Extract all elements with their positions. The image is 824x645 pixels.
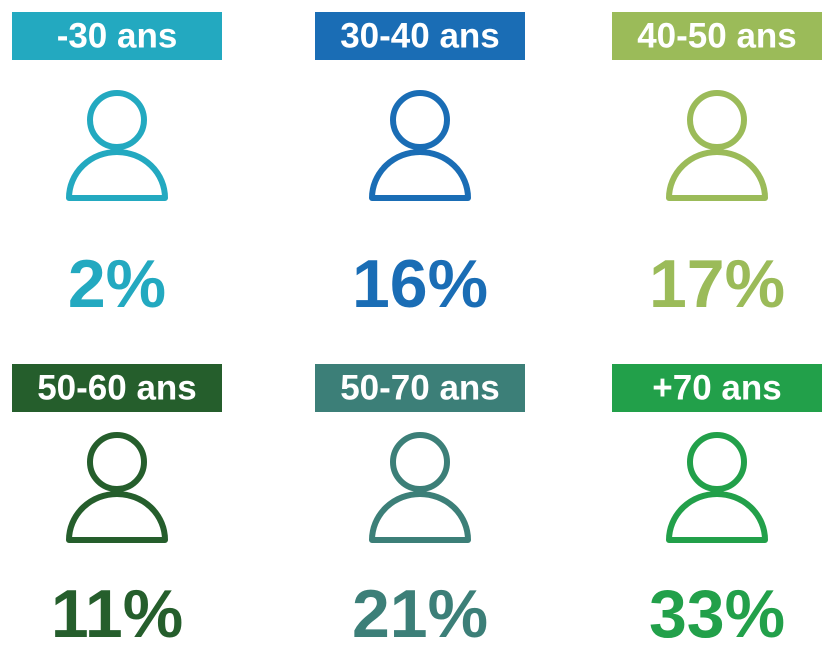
- age-label: 50-70 ans: [340, 369, 500, 408]
- percentage: 17%: [649, 246, 785, 322]
- age-label: 30-40 ans: [340, 17, 500, 56]
- icon-head: [390, 432, 450, 492]
- percentage: 2%: [68, 246, 166, 322]
- age-group: 40-50 ans 17%: [612, 12, 822, 322]
- percentage: 33%: [649, 576, 785, 645]
- label-box: [315, 12, 525, 60]
- person-icon: [66, 432, 168, 543]
- label-box: [612, 364, 822, 412]
- icon-head: [87, 432, 147, 492]
- percentage: 21%: [352, 576, 488, 645]
- person-icon: [369, 432, 471, 543]
- percentage: 11%: [51, 576, 183, 645]
- icon-head: [390, 90, 450, 150]
- icon-body: [66, 491, 168, 543]
- percentage: 16%: [352, 246, 488, 322]
- age-label: 50-60 ans: [37, 369, 197, 408]
- age-label: -30 ans: [57, 17, 178, 56]
- age-group: 30-40 ans 16%: [315, 12, 525, 322]
- icon-body: [666, 149, 768, 201]
- icon-head: [687, 432, 747, 492]
- age-label: 40-50 ans: [637, 17, 797, 56]
- label-box: [612, 12, 822, 60]
- age-group: 50-70 ans 21%: [315, 364, 525, 645]
- label-box: [315, 364, 525, 412]
- person-icon: [66, 90, 168, 201]
- person-icon: [666, 432, 768, 543]
- icon-head: [687, 90, 747, 150]
- age-group: -30 ans 2%: [12, 12, 222, 322]
- person-icon: [666, 90, 768, 201]
- icon-body: [369, 491, 471, 543]
- icon-body: [369, 149, 471, 201]
- icon-body: [666, 491, 768, 543]
- label-box: [12, 12, 222, 60]
- icon-body: [66, 149, 168, 201]
- person-icon: [369, 90, 471, 201]
- age-group: +70 ans 33%: [612, 364, 822, 645]
- age-group: 50-60 ans 11%: [12, 364, 222, 645]
- age-label: +70 ans: [652, 369, 781, 408]
- icon-head: [87, 90, 147, 150]
- label-box: [12, 364, 222, 412]
